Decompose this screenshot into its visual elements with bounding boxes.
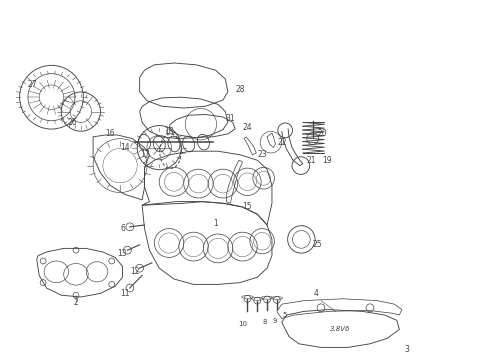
Text: 22: 22 [277, 138, 287, 147]
Text: 24: 24 [243, 123, 252, 132]
Text: 6: 6 [120, 224, 125, 233]
Text: 23: 23 [257, 150, 267, 159]
Text: 19: 19 [322, 156, 332, 165]
Text: 11: 11 [120, 289, 130, 298]
Text: 21: 21 [306, 156, 316, 165]
Text: 26: 26 [68, 118, 77, 127]
Text: 10: 10 [238, 321, 247, 327]
Text: 16: 16 [105, 129, 115, 138]
Text: 5: 5 [282, 312, 286, 318]
Text: 3.8V6: 3.8V6 [330, 327, 351, 332]
Text: 12: 12 [130, 267, 140, 276]
Text: 4: 4 [314, 289, 318, 298]
Text: 3: 3 [404, 345, 409, 354]
Text: 27: 27 [27, 80, 37, 89]
Text: 31: 31 [225, 114, 235, 123]
Text: 1: 1 [213, 219, 218, 228]
Text: 28: 28 [235, 85, 245, 94]
Text: 13: 13 [118, 249, 127, 258]
Text: 20: 20 [318, 129, 327, 138]
Text: 25: 25 [313, 240, 322, 248]
Text: 14: 14 [120, 143, 130, 152]
Text: 18: 18 [164, 127, 174, 136]
Text: 9: 9 [272, 318, 277, 324]
Text: 8: 8 [262, 319, 267, 325]
Text: 2: 2 [74, 298, 78, 307]
Text: 17: 17 [140, 150, 149, 159]
Text: 15: 15 [243, 202, 252, 211]
